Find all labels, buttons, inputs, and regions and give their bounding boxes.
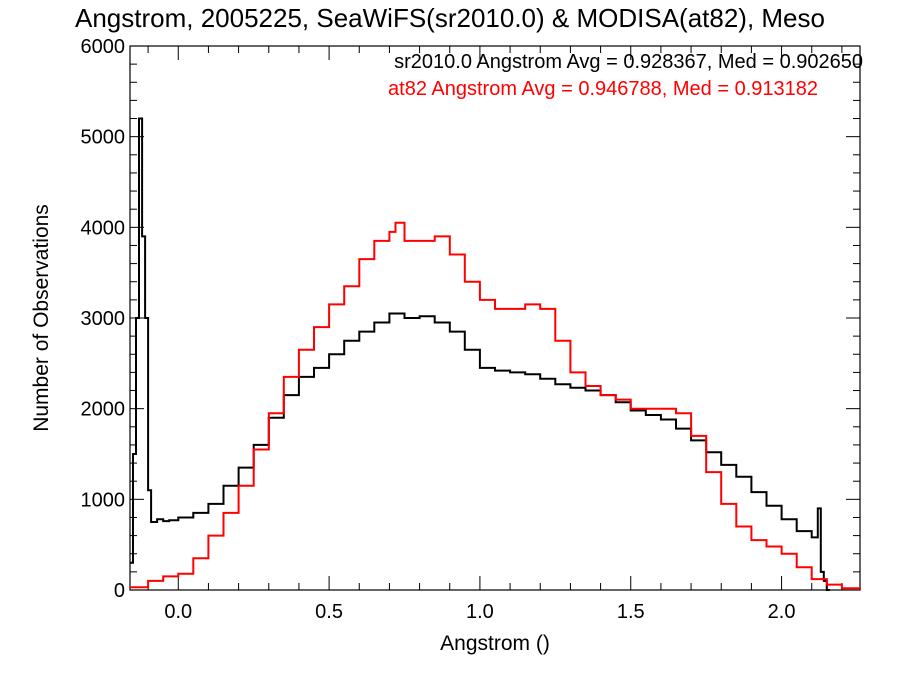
chart-title: Angstrom, 2005225, SeaWiFS(sr2010.0) & M… bbox=[75, 3, 825, 33]
y-tick-label: 2000 bbox=[81, 399, 126, 421]
x-axis-label: Angstrom () bbox=[440, 632, 550, 655]
series-line-sr2010-0 bbox=[130, 117, 830, 591]
y-tick-label: 1000 bbox=[81, 489, 126, 511]
axis-tick-labels: 0.0 0.5 1.0 1.5 2.0 0 1000 2000 3000 4000 5000 6000 bbox=[81, 36, 796, 623]
y-tick-label: 6000 bbox=[81, 36, 126, 58]
legend-at82: at82 Angstrom Avg = 0.946788, Med = 0.91… bbox=[388, 78, 818, 100]
y-tick-label: 5000 bbox=[81, 127, 126, 149]
x-tick-label: 1.5 bbox=[617, 601, 645, 623]
series-layer bbox=[130, 117, 861, 591]
y-tick-label: 0 bbox=[114, 580, 125, 602]
y-tick-label: 3000 bbox=[81, 308, 126, 330]
x-tick-label: 1.0 bbox=[466, 601, 494, 623]
y-axis-label: Number of Observations bbox=[30, 204, 53, 432]
x-tick-label: 2.0 bbox=[768, 601, 796, 623]
legend-sr2010: sr2010.0 Angstrom Avg = 0.928367, Med = … bbox=[394, 51, 863, 73]
x-tick-label: 0.0 bbox=[164, 601, 192, 623]
y-tick-label: 4000 bbox=[81, 217, 126, 239]
series-line-at82 bbox=[130, 221, 861, 590]
x-tick-label: 0.5 bbox=[315, 601, 343, 623]
